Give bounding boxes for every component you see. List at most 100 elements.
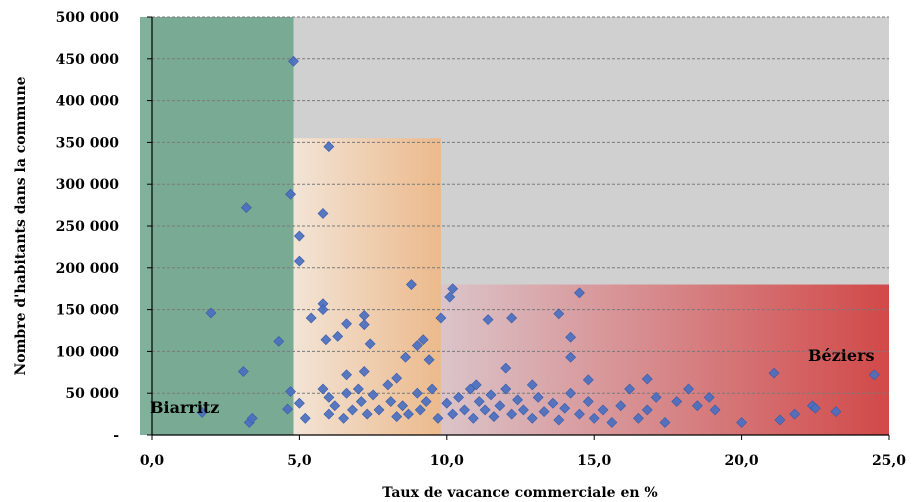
- data-point: [420, 396, 432, 407]
- data-point: [494, 400, 506, 412]
- data-point: [317, 383, 329, 395]
- y-tick-label: -: [113, 428, 119, 444]
- data-point: [809, 402, 821, 414]
- data-point: [709, 404, 721, 416]
- y-tick-label: 150 000: [56, 303, 120, 319]
- data-point: [659, 417, 671, 428]
- y-tick-label: 300 000: [56, 177, 120, 193]
- data-point: [683, 383, 694, 395]
- data-point: [774, 414, 786, 426]
- data-point: [426, 383, 438, 395]
- x-tick-label: 10,0: [430, 453, 464, 469]
- data-point: [196, 407, 208, 418]
- data-point: [459, 404, 470, 416]
- axes: [147, 16, 890, 440]
- data-point: [317, 208, 329, 219]
- data-point: [650, 391, 662, 403]
- annotations: Biarritz Béziers: [150, 346, 874, 417]
- x-tick-label: 5,0: [287, 453, 312, 469]
- data-point: [323, 408, 335, 420]
- data-point: [323, 141, 335, 153]
- data-point: [382, 379, 394, 391]
- data-point: [632, 412, 644, 424]
- data-point: [736, 417, 748, 428]
- data-point: [559, 402, 571, 414]
- x-tick-label: 0,0: [140, 453, 165, 469]
- data-point: [432, 412, 444, 424]
- data-point: [485, 389, 497, 401]
- data-point: [358, 319, 370, 331]
- data-point: [553, 414, 565, 426]
- data-point: [597, 404, 609, 416]
- data-point: [240, 202, 252, 214]
- data-point: [293, 230, 305, 242]
- data-point: [500, 383, 512, 395]
- data-point: [526, 412, 538, 424]
- y-tick-label: 200 000: [56, 261, 120, 277]
- data-point: [789, 408, 801, 420]
- data-point: [385, 396, 397, 407]
- data-point: [441, 397, 453, 409]
- data-point: [606, 417, 618, 428]
- data-point: [500, 362, 512, 374]
- data-point: [347, 404, 358, 416]
- data-point: [237, 366, 249, 377]
- y-tick-label: 250 000: [56, 219, 120, 235]
- data-point: [305, 312, 317, 324]
- data-point: [293, 397, 305, 409]
- data-point: [405, 279, 417, 290]
- y-tick-label: 50 000: [65, 386, 119, 402]
- data-point: [518, 404, 529, 416]
- data-point: [532, 391, 544, 403]
- data-point: [332, 330, 344, 342]
- data-point: [470, 379, 482, 391]
- data-point: [868, 369, 880, 381]
- data-point: [768, 367, 780, 379]
- data-point: [467, 412, 479, 424]
- zone-mid: [293, 138, 441, 435]
- data-point: [624, 383, 636, 395]
- data-point: [373, 404, 385, 416]
- data-point: [414, 404, 426, 416]
- y-tick-label: 100 000: [56, 344, 120, 360]
- data-point: [329, 400, 341, 412]
- data-point: [479, 404, 491, 416]
- data-point: [246, 412, 258, 424]
- data-point: [512, 394, 523, 406]
- data-point: [205, 307, 217, 319]
- data-point: [588, 412, 600, 424]
- data-point: [447, 408, 459, 420]
- x-tick-label: 15,0: [577, 453, 611, 469]
- y-tick-label: 400 000: [56, 94, 120, 110]
- data-point: [506, 408, 518, 420]
- data-point: [323, 391, 335, 403]
- y-tick-label: 450 000: [56, 52, 120, 68]
- data-point: [293, 255, 305, 267]
- data-point: [288, 55, 299, 67]
- data-point: [565, 331, 577, 343]
- data-point: [506, 312, 518, 324]
- data-point: [453, 391, 465, 403]
- data-point: [447, 283, 459, 295]
- x-tick-label: 20,0: [725, 453, 759, 469]
- data-point: [358, 366, 370, 377]
- data-point: [565, 351, 577, 363]
- data-point: [282, 403, 294, 415]
- data-point: [641, 373, 653, 385]
- data-point: [299, 412, 311, 424]
- y-tick-label: 500 000: [56, 10, 120, 26]
- data-point: [641, 404, 653, 416]
- data-point: [574, 287, 585, 299]
- data-point: [341, 369, 352, 381]
- y-axis-title: Nombre d'habitants dans la commune: [13, 76, 29, 375]
- data-points: [196, 55, 880, 428]
- data-point: [352, 383, 364, 395]
- x-axis-title: Taux de vacance commerciale en %: [382, 485, 657, 501]
- data-point: [482, 314, 494, 326]
- data-point: [671, 396, 683, 407]
- data-point: [423, 354, 435, 366]
- x-tick-label: 25,0: [872, 453, 906, 469]
- data-point: [411, 387, 423, 399]
- data-point: [582, 374, 594, 386]
